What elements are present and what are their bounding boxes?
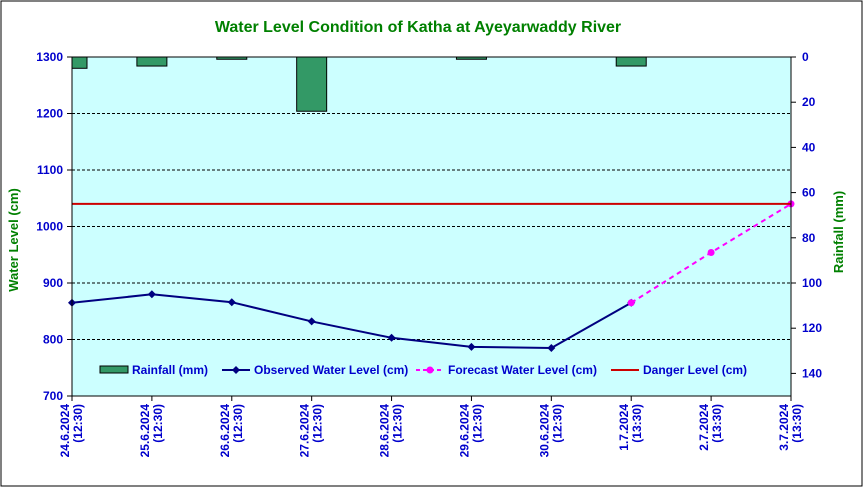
observed-point: [467, 342, 476, 351]
x-tick-label-date: 26.6.2024: [218, 404, 232, 458]
x-tick-label-date: 3.7.2024: [777, 404, 791, 451]
y-left-tick-label: 800: [43, 333, 63, 347]
y-right-tick-label: 80: [802, 231, 816, 245]
y-left-tick-label: 900: [43, 276, 63, 290]
x-tick-label-time: (12:30): [391, 404, 405, 443]
y-right-tick-label: 100: [802, 276, 822, 290]
observed-line: [71, 293, 632, 349]
rainfall-bar: [136, 56, 168, 67]
y-right-tick-label: 120: [802, 321, 822, 335]
observed-point: [307, 317, 316, 326]
plot-area: [71, 56, 792, 397]
axes: 700 800 900 1000 1100 1200 1300 0 20 40 60 80 100 120…: [36, 50, 822, 457]
legend-marker-observed: [232, 366, 240, 374]
x-tick-label-time: (12:30): [550, 404, 564, 443]
x-tick-label-date: 25.6.2024: [138, 404, 152, 458]
legend-label: Forecast Water Level (cm): [448, 363, 597, 377]
observed-point: [227, 298, 236, 307]
legend: Rainfall (mm) Observed Water Level (cm) Fo…: [99, 363, 747, 377]
y-axis-right-label: Rainfall (mm): [831, 191, 846, 273]
x-tick-label-time: (12:30): [311, 404, 325, 443]
rainfall-bar: [296, 56, 328, 112]
x-tick-label-date: 24.6.2024: [58, 404, 72, 458]
rainfall-bar: [71, 56, 88, 69]
rainfall-bars: [71, 56, 647, 112]
y-left-tick-label: 1300: [36, 50, 63, 64]
y-axis-left-label: Water Level (cm): [6, 188, 21, 292]
observed-point: [147, 290, 156, 299]
rainfall-bar: [615, 56, 647, 67]
x-tick-label-time: (13:30): [630, 404, 644, 443]
legend-label: Observed Water Level (cm): [254, 363, 408, 377]
y-right-tick-label: 20: [802, 95, 816, 109]
rainfall-bar: [455, 56, 487, 60]
x-tick-label-date: 29.6.2024: [457, 404, 471, 458]
y-left-tick-label: 1200: [36, 107, 63, 121]
rainfall-bar: [216, 56, 248, 60]
x-tick-label-time: (13:30): [790, 404, 804, 443]
x-tick-label-date: 1.7.2024: [617, 404, 631, 451]
legend-marker-forecast: [426, 366, 434, 374]
legend-swatch-rainfall: [99, 365, 129, 374]
forecast-point: [627, 299, 635, 307]
y-right-tick-label: 40: [802, 140, 816, 154]
chart-title: Water Level Condition of Katha at Ayeyar…: [215, 19, 621, 36]
x-tick-label-date: 27.6.2024: [298, 404, 312, 458]
y-right-tick-label: 140: [802, 366, 822, 380]
x-tick-label-date: 30.6.2024: [537, 404, 551, 458]
y-left-tick-label: 1100: [37, 163, 63, 177]
x-tick-label-date: 28.6.2024: [378, 404, 392, 458]
y-right-tick-label: 60: [802, 186, 816, 200]
observed-point: [547, 343, 556, 352]
legend-label: Danger Level (cm): [643, 363, 747, 377]
x-tick-label-time: (12:30): [151, 404, 165, 443]
observed-point: [387, 333, 396, 342]
y-left-tick-label: 700: [43, 389, 63, 403]
x-tick-label-date: 2.7.2024: [697, 404, 711, 451]
x-tick-label-time: (13:30): [710, 404, 724, 443]
legend-label: Rainfall (mm): [132, 363, 208, 377]
water-level-lines: [68, 200, 795, 352]
x-tick-label-time: (12:30): [71, 404, 85, 443]
x-tick-label-time: (12:30): [470, 404, 484, 443]
x-tick-label-time: (12:30): [231, 404, 245, 443]
forecast-point: [707, 248, 715, 256]
y-left-tick-label: 1000: [36, 220, 63, 234]
y-right-tick-label: 0: [802, 50, 809, 64]
